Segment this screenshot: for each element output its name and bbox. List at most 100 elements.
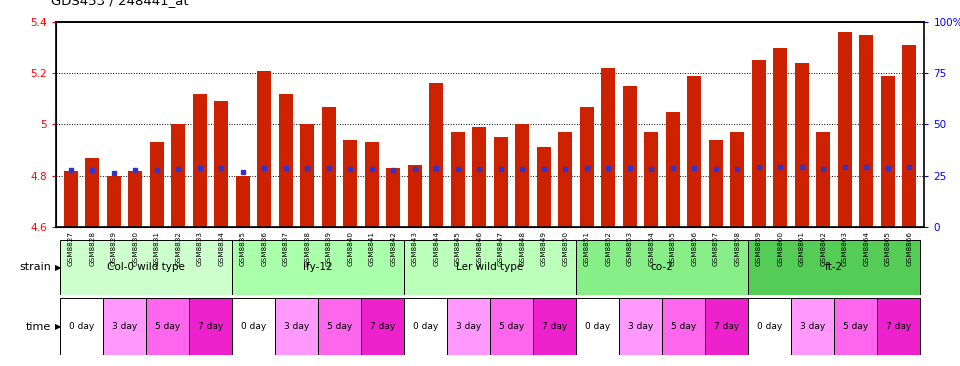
Bar <box>752 60 766 227</box>
Bar <box>708 140 723 227</box>
Bar <box>623 86 636 227</box>
Bar <box>236 176 250 227</box>
Bar <box>537 147 551 227</box>
Bar <box>774 48 787 227</box>
Bar <box>644 132 659 227</box>
Text: GSM8842: GSM8842 <box>391 231 396 266</box>
Bar <box>129 171 142 227</box>
Bar <box>662 298 706 355</box>
Text: GSM8864: GSM8864 <box>863 231 870 266</box>
Text: 0 day: 0 day <box>757 322 782 331</box>
Text: GSM8857: GSM8857 <box>713 231 719 266</box>
Bar <box>533 298 576 355</box>
Text: GSM8839: GSM8839 <box>325 231 332 266</box>
Bar <box>877 298 921 355</box>
Text: GSM8853: GSM8853 <box>627 231 633 266</box>
Text: GSM8855: GSM8855 <box>670 231 676 266</box>
Text: GSM8865: GSM8865 <box>885 231 891 266</box>
Bar <box>275 298 318 355</box>
Bar <box>838 32 852 227</box>
Text: GSM8863: GSM8863 <box>842 231 848 266</box>
Bar <box>580 107 594 227</box>
Bar <box>881 76 895 227</box>
Bar <box>472 127 487 227</box>
Text: 0 day: 0 day <box>69 322 94 331</box>
Text: GSM8831: GSM8831 <box>154 231 159 266</box>
Bar <box>687 76 702 227</box>
Text: time: time <box>26 322 51 332</box>
Text: GSM8846: GSM8846 <box>476 231 482 266</box>
Bar <box>257 71 272 227</box>
Bar <box>493 137 508 227</box>
Bar <box>85 158 99 227</box>
Bar <box>278 94 293 227</box>
Text: 5 day: 5 day <box>499 322 524 331</box>
Text: GSM8834: GSM8834 <box>218 231 225 266</box>
Bar <box>193 94 206 227</box>
Bar <box>103 298 146 355</box>
Bar <box>451 132 465 227</box>
Bar <box>748 298 791 355</box>
Bar <box>619 298 662 355</box>
Text: 5 day: 5 day <box>155 322 180 331</box>
Text: GSM8862: GSM8862 <box>821 231 827 266</box>
Text: GSM8840: GSM8840 <box>348 231 353 266</box>
Text: GSM8848: GSM8848 <box>519 231 525 266</box>
Bar <box>232 240 404 295</box>
Bar <box>189 298 232 355</box>
Text: 5 day: 5 day <box>671 322 696 331</box>
Bar <box>731 132 744 227</box>
Bar <box>214 101 228 227</box>
Bar <box>576 298 619 355</box>
Text: Col-0 wild type: Col-0 wild type <box>108 262 185 272</box>
Text: 7 day: 7 day <box>714 322 739 331</box>
Text: 0 day: 0 day <box>585 322 611 331</box>
Text: strain: strain <box>19 262 51 272</box>
Bar <box>386 168 400 227</box>
Text: GSM8828: GSM8828 <box>89 231 95 266</box>
Text: co-2: co-2 <box>651 262 674 272</box>
Text: GSM8838: GSM8838 <box>304 231 310 266</box>
Bar <box>706 298 748 355</box>
Bar <box>60 298 103 355</box>
Text: 5 day: 5 day <box>327 322 352 331</box>
Bar <box>171 124 185 227</box>
Text: GSM8841: GSM8841 <box>369 231 374 266</box>
Bar <box>300 124 314 227</box>
Text: GSM8836: GSM8836 <box>261 231 267 266</box>
Bar <box>666 112 680 227</box>
Text: GSM8861: GSM8861 <box>799 231 804 266</box>
Bar <box>816 132 830 227</box>
Text: GSM8843: GSM8843 <box>412 231 418 266</box>
Text: GSM8850: GSM8850 <box>563 231 568 266</box>
Text: GDS453 / 248441_at: GDS453 / 248441_at <box>51 0 188 7</box>
Text: GSM8837: GSM8837 <box>283 231 289 266</box>
Bar <box>859 35 874 227</box>
Bar <box>429 83 444 227</box>
Bar <box>601 68 615 227</box>
Text: 3 day: 3 day <box>112 322 137 331</box>
Text: GSM8852: GSM8852 <box>606 231 612 266</box>
Text: 7 day: 7 day <box>542 322 567 331</box>
Text: Ler wild type: Ler wild type <box>456 262 524 272</box>
Text: GSM8859: GSM8859 <box>756 231 762 266</box>
Bar <box>559 132 572 227</box>
Bar <box>404 240 576 295</box>
Text: GSM8833: GSM8833 <box>197 231 203 266</box>
Bar <box>344 140 357 227</box>
Text: GSM8856: GSM8856 <box>691 231 697 266</box>
Bar <box>748 240 921 295</box>
Bar <box>576 240 748 295</box>
Bar <box>107 176 121 227</box>
Text: 3 day: 3 day <box>456 322 481 331</box>
Text: 7 day: 7 day <box>198 322 223 331</box>
Bar <box>232 298 275 355</box>
Bar <box>447 298 491 355</box>
Text: ▶: ▶ <box>55 263 61 272</box>
Bar <box>408 165 421 227</box>
Text: GSM8832: GSM8832 <box>176 231 181 266</box>
Text: lfy-12: lfy-12 <box>303 262 333 272</box>
Bar <box>318 298 361 355</box>
Text: 3 day: 3 day <box>628 322 653 331</box>
Text: GSM8860: GSM8860 <box>778 231 783 266</box>
